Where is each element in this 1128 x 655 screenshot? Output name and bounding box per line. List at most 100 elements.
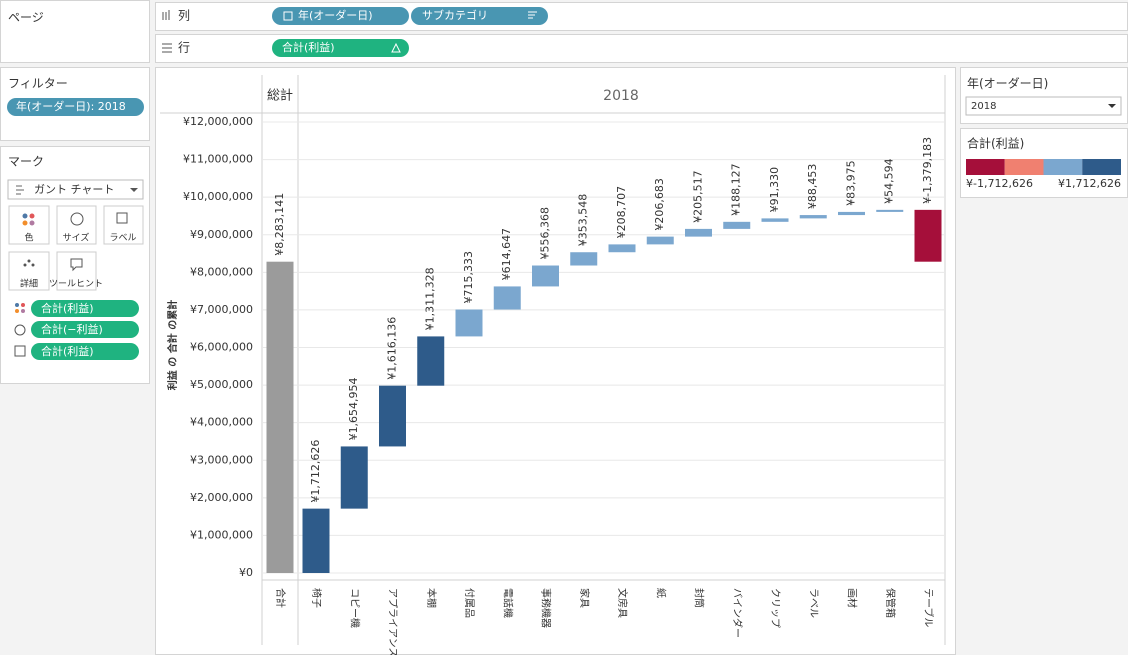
button-label: ツールヒント <box>49 279 103 290</box>
value-label: ¥-1,379,183 <box>921 137 934 204</box>
detail-button[interactable] <box>8 251 50 291</box>
row-pill[interactable] <box>272 39 409 57</box>
value-label: ¥88,453 <box>806 164 819 210</box>
button-label: サイズ <box>63 232 90 244</box>
legend-swatch <box>966 159 1005 175</box>
icon <box>22 213 28 219</box>
x-tick-label: 付属品 <box>463 588 476 618</box>
quick-filter-dropdown[interactable] <box>965 96 1122 116</box>
value-label: ¥1,712,626 <box>309 440 322 503</box>
y-tick-label: ¥10,000,000 <box>183 190 253 203</box>
x-tick-label: 文房具 <box>616 588 629 618</box>
icon <box>70 212 84 226</box>
quick-filter-title: 年(オーダー日) <box>967 76 1048 91</box>
color-button[interactable] <box>8 205 50 245</box>
column-pill[interactable] <box>272 7 409 25</box>
header-year: 2018 <box>603 88 639 104</box>
delta-icon <box>391 42 401 53</box>
x-tick-label: コピー機 <box>348 588 361 628</box>
label-button[interactable] <box>103 205 144 245</box>
x-tick-label: 封筒 <box>693 588 706 608</box>
x-tick-label: 画材 <box>846 588 859 608</box>
icon <box>29 213 35 219</box>
mark-pill-text: 合計(利益) <box>41 344 94 358</box>
value-label: ¥91,330 <box>768 167 781 213</box>
value-label: ¥206,683 <box>653 178 666 231</box>
gantt-bar <box>493 286 521 310</box>
y-tick-label: ¥7,000,000 <box>190 303 253 316</box>
legend-swatch <box>1082 159 1121 175</box>
gantt-bar <box>799 215 827 219</box>
icon <box>21 303 25 307</box>
gantt-bar <box>532 265 559 287</box>
y-tick-label: ¥6,000,000 <box>190 341 253 354</box>
icon <box>15 303 19 307</box>
columns-icon <box>162 10 170 20</box>
button-label: 色 <box>24 232 33 244</box>
mark-type-dropdown[interactable] <box>7 179 144 200</box>
x-tick-label: 椅子 <box>310 588 323 608</box>
filter-pill[interactable] <box>7 98 144 116</box>
x-tick-label: 電話機 <box>501 588 514 618</box>
gantt-bar <box>646 236 674 245</box>
mark-pill[interactable] <box>31 300 139 317</box>
rows-icon <box>162 43 172 53</box>
x-tick-label: 合計 <box>274 588 287 608</box>
gantt-bar <box>876 209 904 212</box>
column-pill[interactable] <box>411 7 548 25</box>
icon <box>283 11 293 21</box>
value-label: ¥1,654,954 <box>347 377 360 440</box>
y-tick-label: ¥11,000,000 <box>183 153 253 166</box>
value-label: ¥83,975 <box>845 160 858 206</box>
column-pill-text: サブカテゴリ <box>422 8 488 22</box>
x-tick-label: アプライアンス <box>387 588 399 655</box>
icon <box>14 324 26 336</box>
x-tick-label: クリップ <box>769 588 781 628</box>
icon <box>29 220 35 226</box>
mark-pill-text: 合計(利益) <box>41 301 94 315</box>
gantt-bar <box>685 228 712 237</box>
row-pill-text: 合計(利益) <box>282 40 335 54</box>
value-label: ¥614,647 <box>500 228 513 281</box>
value-label: ¥188,127 <box>730 163 743 216</box>
legend-max: ¥1,712,626 <box>1058 177 1121 190</box>
gantt-bar <box>723 221 751 229</box>
y-tick-label: ¥3,000,000 <box>190 453 253 466</box>
x-tick-label: バインダー <box>731 588 744 638</box>
gantt-bar <box>379 385 406 447</box>
gantt-bar <box>838 211 865 216</box>
tooltip-button[interactable] <box>56 251 97 291</box>
total-label: ¥8,283,141 <box>273 193 286 256</box>
legend-swatch <box>1043 159 1083 175</box>
mark-pill[interactable] <box>31 343 139 360</box>
pages-title: ページ <box>8 11 44 25</box>
icon <box>23 263 27 267</box>
x-tick-label: 事務機器 <box>540 588 553 628</box>
mark-pill-text: 合計(−利益) <box>41 322 103 336</box>
mark-pill[interactable] <box>31 321 139 338</box>
filter-pill-text: 年(オーダー日): 2018 <box>16 99 126 113</box>
icon <box>15 309 19 313</box>
legend-min: ¥-1,712,626 <box>966 177 1033 190</box>
sort-icon <box>528 11 537 19</box>
button-label: 詳細 <box>20 278 38 290</box>
gantt-icon <box>16 185 24 195</box>
marks-title: マーク <box>8 155 44 169</box>
y-tick-label: ¥0 <box>239 566 253 579</box>
legend-swatch <box>1004 159 1044 175</box>
header-total: 総計 <box>267 88 293 104</box>
dropdown-arrow <box>130 188 138 192</box>
value-label: ¥54,594 <box>883 158 896 204</box>
icon <box>27 259 31 263</box>
rows-label: 行 <box>178 41 190 55</box>
icon <box>70 258 83 272</box>
filters-title: フィルター <box>8 77 68 91</box>
y-tick-label: ¥4,000,000 <box>190 416 253 429</box>
legend-title: 合計(利益) <box>967 136 1024 151</box>
value-label: ¥208,707 <box>615 186 628 239</box>
value-label: ¥1,311,328 <box>424 267 437 330</box>
total-bar <box>266 261 294 573</box>
x-tick-label: 紙 <box>654 588 667 598</box>
value-label: ¥1,616,136 <box>386 317 399 380</box>
x-tick-label: 本棚 <box>425 588 438 608</box>
